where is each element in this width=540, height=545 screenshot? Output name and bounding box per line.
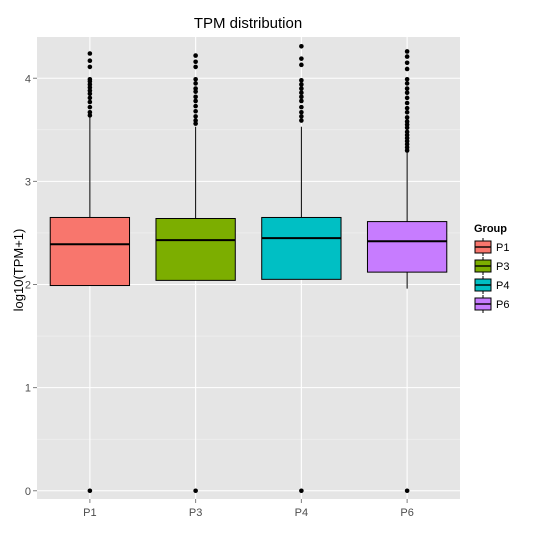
legend-label: P6	[496, 299, 509, 311]
outlier-point	[404, 90, 410, 95]
plot-area	[37, 37, 460, 499]
x-tick-label: P1	[83, 507, 96, 519]
y-tick-label: 2	[25, 280, 31, 292]
y-tick-label: 1	[25, 383, 31, 395]
outlier-point	[404, 66, 410, 72]
outlier-point	[299, 104, 304, 110]
outlier-point	[193, 114, 198, 119]
outlier-point	[87, 76, 93, 82]
outlier-point	[193, 53, 198, 58]
y-axis-label: log10(TPM+1)	[11, 229, 26, 312]
iqr-box	[155, 218, 236, 281]
legend: Group P1 P3 P4 P6	[474, 223, 509, 313]
x-tick-label: P3	[189, 507, 202, 519]
outlier-point	[404, 129, 410, 135]
outlier-point	[193, 81, 198, 86]
outlier-point	[193, 59, 198, 65]
outlier-point	[193, 94, 198, 100]
outlier-point	[299, 78, 304, 83]
outlier-point	[193, 108, 198, 114]
outlier-point	[404, 81, 410, 86]
outlier-point	[193, 64, 198, 70]
y-axis: 0 1 2 3 4	[25, 73, 37, 498]
x-axis: P1 P3 P4 P6	[83, 499, 414, 519]
outlier-point	[87, 51, 93, 56]
outlier-point	[193, 76, 198, 82]
outlier-point	[87, 58, 93, 64]
legend-item-p4: P4	[474, 276, 509, 294]
outlier-point	[404, 109, 410, 115]
legend-item-p6: P6	[474, 295, 509, 313]
outlier-point	[299, 56, 304, 61]
outlier-point	[87, 104, 93, 110]
outlier-point	[299, 94, 304, 100]
outlier-point	[299, 62, 304, 68]
outlier-point	[87, 99, 93, 105]
iqr-box	[49, 216, 131, 287]
outlier-point	[404, 95, 410, 101]
chart-title: TPM distribution	[194, 15, 302, 32]
box-p3	[155, 53, 236, 494]
outlier-point	[193, 488, 198, 494]
x-tick-label: P4	[295, 507, 308, 519]
outlier-point	[193, 103, 198, 109]
outlier-point	[87, 488, 93, 494]
outlier-point	[404, 76, 410, 82]
y-tick-label: 4	[25, 73, 31, 85]
outlier-point	[87, 64, 93, 70]
outlier-point	[404, 115, 410, 120]
outlier-point	[404, 54, 410, 59]
y-tick-label: 3	[25, 176, 31, 188]
outlier-point	[299, 118, 304, 123]
outlier-point	[193, 118, 198, 123]
outlier-point	[299, 488, 304, 494]
legend-item-p3: P3	[474, 257, 509, 275]
outlier-point	[404, 488, 410, 494]
outlier-point	[404, 100, 410, 106]
outlier-point	[404, 60, 410, 66]
outlier-point	[404, 49, 410, 54]
outlier-point	[87, 95, 93, 101]
outlier-point	[299, 90, 304, 95]
box-p1	[49, 51, 131, 494]
outlier-point	[404, 86, 410, 91]
legend-label: P1	[496, 242, 509, 254]
legend-label: P4	[496, 280, 509, 292]
outlier-point	[299, 43, 304, 49]
legend-item-p1: P1	[474, 238, 509, 256]
legend-label: P3	[496, 261, 509, 273]
iqr-box	[261, 216, 342, 280]
y-tick-label: 0	[25, 486, 31, 498]
iqr-box	[366, 221, 448, 273]
outlier-point	[299, 109, 304, 115]
outlier-point	[404, 119, 410, 124]
outlier-point	[299, 86, 304, 91]
outlier-point	[404, 105, 410, 111]
box-p4	[261, 43, 342, 494]
legend-title: Group	[474, 223, 507, 235]
outlier-point	[193, 98, 198, 104]
x-tick-label: P6	[400, 507, 413, 519]
outlier-point	[299, 98, 304, 104]
outlier-point	[299, 82, 304, 87]
outlier-point	[299, 114, 304, 119]
outlier-point	[193, 86, 198, 91]
outlier-point	[87, 109, 93, 115]
box-p6	[366, 49, 448, 494]
